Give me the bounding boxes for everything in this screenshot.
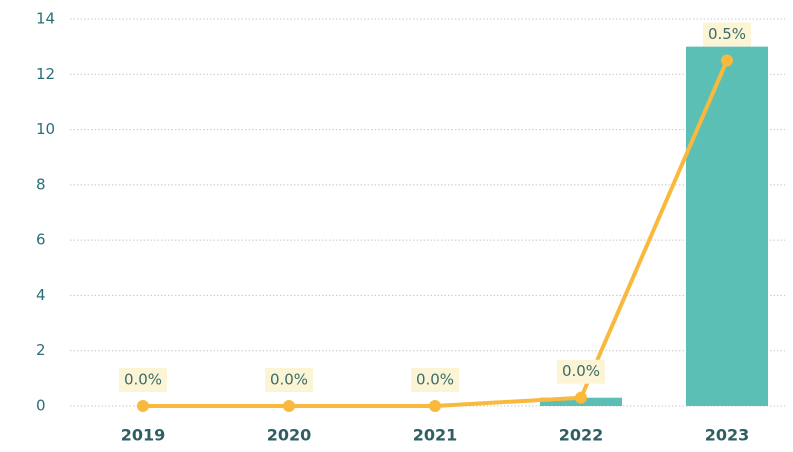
- x-tick-label: 2020: [267, 426, 312, 445]
- value-label-bg: [265, 368, 313, 392]
- x-tick-label: 2019: [121, 426, 166, 445]
- y-tick-label: 0: [36, 397, 46, 415]
- bar: [686, 46, 768, 407]
- value-label-bg: [411, 368, 459, 392]
- y-tick-label: 10: [36, 120, 55, 138]
- value-label-bg: [703, 22, 751, 47]
- x-tick-label: 2023: [705, 426, 750, 445]
- value-label: 0.0%: [416, 371, 454, 389]
- y-tick-label: 2: [36, 341, 46, 359]
- x-tick-label: 2022: [559, 426, 604, 445]
- line-marker: [721, 54, 733, 67]
- y-tick-label: 8: [36, 175, 46, 193]
- x-tick-label: 2021: [413, 426, 458, 445]
- y-tick-label: 12: [36, 65, 55, 83]
- y-tick-label: 4: [36, 286, 46, 304]
- line-marker: [137, 400, 149, 412]
- value-label: 0.0%: [124, 371, 162, 389]
- line-marker: [575, 391, 587, 404]
- value-label: 0.0%: [270, 371, 308, 389]
- line: [143, 59, 729, 408]
- line-marker: [283, 400, 295, 412]
- value-label-bg: [119, 368, 167, 392]
- value-label: 0.5%: [708, 25, 746, 43]
- value-label: 0.0%: [562, 362, 600, 380]
- line-marker: [429, 400, 441, 412]
- y-tick-label: 6: [36, 231, 46, 249]
- value-label-bg: [557, 359, 605, 384]
- y-tick-label: 14: [36, 10, 55, 28]
